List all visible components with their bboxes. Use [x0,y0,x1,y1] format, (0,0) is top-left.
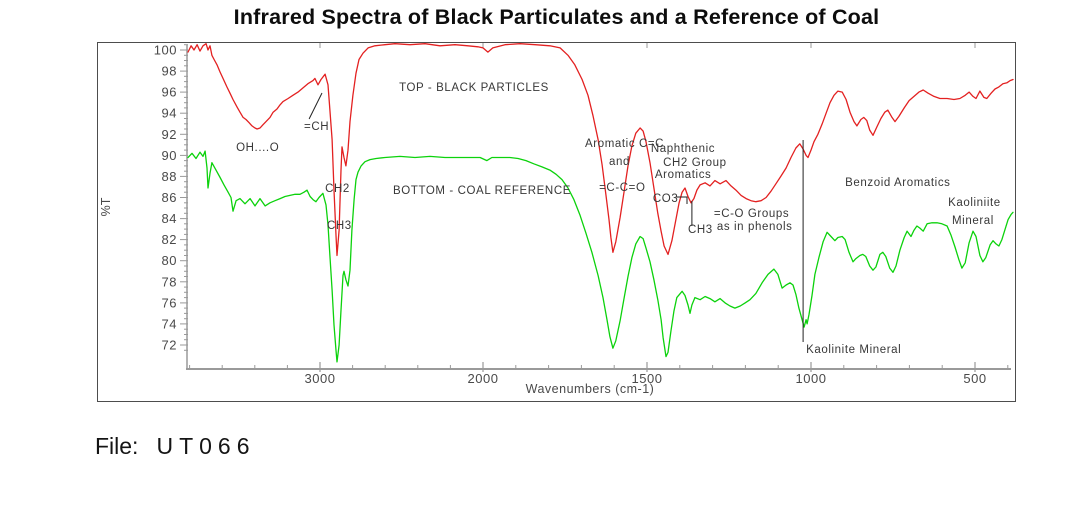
file-name: UT066 [156,433,256,459]
naphthenic-label-line1: Naphthenic [651,143,715,155]
bottom-series-label: BOTTOM - COAL REFERENCE [393,185,571,197]
y-tick-label: 90 [162,148,177,163]
y-axis-tick-labels: 100 98 96 94 92 90 88 86 84 82 80 78 76 74 72 [154,43,177,353]
y-tick-label: 88 [162,169,177,184]
x-axis-ticks [189,43,1009,372]
co3-label: CO3 [653,193,678,205]
aromatic-cc-label: Aromatic C=C [585,138,664,150]
x-tick-label: 3000 [305,371,336,386]
plot-frame [97,42,1016,402]
kaolinite-right-label-line2: Mineral [952,215,994,227]
annotation-labels: TOP - BLACK PARTICLES BOTTOM - COAL REFER… [236,82,1001,356]
ch-label: =CH [304,121,329,133]
naphthenic-label-line3: Aromatics [655,169,712,181]
x-tick-label: 500 [963,371,986,386]
y-tick-label: 84 [162,211,177,226]
file-label-prefix: File: [95,433,139,459]
co-groups-label-line2: as in phenols [717,221,793,233]
y-tick-label: 76 [162,295,177,310]
spectrum-curve-coal-reference [187,150,1014,363]
co3-callout-line [676,196,688,204]
ch3-label: CH3 [327,220,352,232]
cco-label: =C-C=O [599,182,645,194]
oh-label: OH....O [236,142,279,154]
y-tick-label: 74 [162,316,177,331]
benzoid-aromatics-label: Benzoid Aromatics [845,177,950,189]
y-tick-label: 92 [162,127,177,142]
spectrum-curve-black-particles [187,43,1014,257]
y-axis-ticks [180,44,188,351]
y-tick-label: 86 [162,190,177,205]
kaolinite-bottom-label: Kaolinite Mineral [806,344,901,356]
ch-callout-line [308,92,323,120]
x-tick-label: 1000 [796,371,827,386]
top-series-label: TOP - BLACK PARTICLES [399,82,549,94]
spectra-curves [187,43,1014,363]
y-axis-title: %T [99,197,113,216]
x-tick-label: 1500 [632,371,663,386]
x-tick-label: 2000 [468,371,499,386]
y-tick-label: 94 [162,106,177,121]
x-axis-title: Wavenumbers (cm-1) [526,382,655,396]
naphthenic-label-line2: CH2 Group [663,157,727,169]
file-label: File: UT066 [95,433,256,460]
ch2-label: CH2 [325,183,350,195]
y-tick-label: 72 [162,338,177,353]
y-tick-label: 78 [162,274,177,289]
co-groups-label-line1: =C-O Groups [714,208,789,220]
annotation-callout-lines [308,92,804,342]
kaolinite-right-label-line1: Kaoliniite [948,197,1001,209]
x-axis-tick-labels: 3000 2000 1500 1000 500 [305,371,987,386]
y-tick-label: 96 [162,85,177,100]
y-tick-label: 80 [162,253,177,268]
y-tick-label: 98 [162,64,177,79]
y-tick-label: 100 [154,43,177,58]
ch3-bend-label: CH3 [688,224,713,236]
y-tick-label: 82 [162,232,177,247]
chart-title: Infrared Spectra of Black Particulates a… [233,5,880,29]
and-label: and [609,156,630,168]
